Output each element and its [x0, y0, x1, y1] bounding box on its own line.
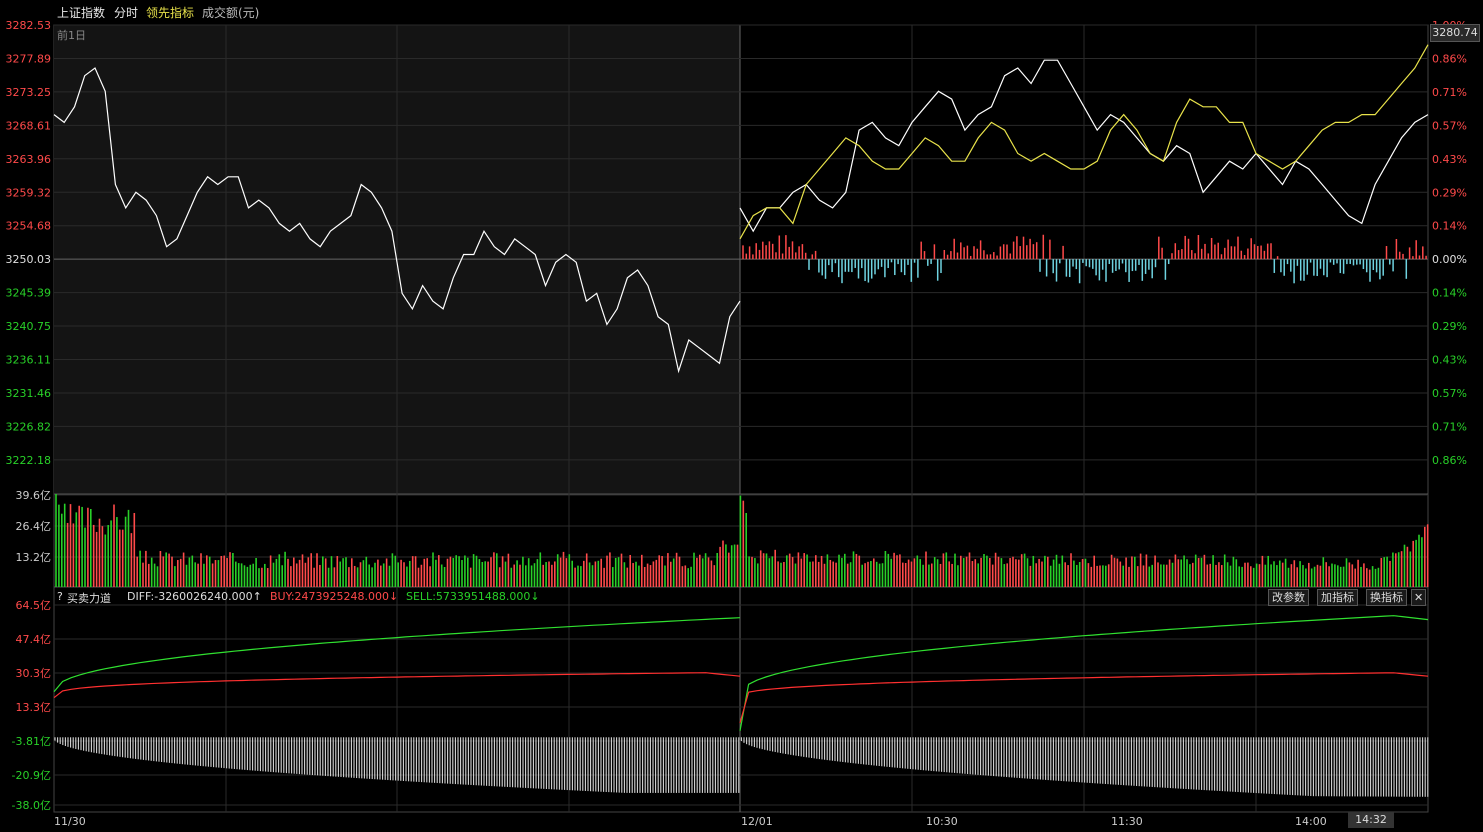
- time-tick-label: 11:30: [1111, 815, 1143, 828]
- pct-tick-label: 0.43%: [1432, 153, 1467, 166]
- series-line-prev-day: [53, 67, 741, 374]
- time-tick-label: 10:30: [926, 815, 958, 828]
- series-line-composite: [739, 59, 1429, 233]
- pct-tick-label: 0.14%: [1432, 287, 1467, 300]
- pct-tick-label: 0.29%: [1432, 320, 1467, 333]
- series-line-leading: [739, 44, 1429, 240]
- price-tick-label: 3226.82: [6, 420, 52, 433]
- indicator-diff: DIFF:-3260026240.000↑: [127, 590, 262, 603]
- pct-tick-label: 0.86%: [1432, 454, 1467, 467]
- prev-day-label: 前1日: [57, 28, 86, 42]
- indicator-tick-label: 13.3亿: [16, 701, 52, 714]
- indicator-name[interactable]: 买卖力道: [67, 592, 111, 605]
- index-name[interactable]: 上证指数: [57, 6, 106, 20]
- price-tick-label: 3250.03: [6, 253, 52, 266]
- pct-tick-label: 0.57%: [1432, 387, 1467, 400]
- price-tick-label: 3277.89: [6, 52, 52, 65]
- volume-label: 成交额(元): [202, 6, 260, 20]
- price-tick-label: 3222.18: [6, 454, 52, 467]
- price-tick-label: 3240.75: [6, 320, 52, 333]
- pct-tick-label: 0.57%: [1432, 119, 1467, 132]
- price-tick-label: 3259.32: [6, 186, 52, 199]
- sell-line-prev-day: [53, 617, 741, 693]
- chart-header: 上证指数 分时 领先指标 成交额(元): [0, 0, 1483, 22]
- pct-tick-label: 0.71%: [1432, 420, 1467, 433]
- indicator-tick-label: -3.81亿: [12, 735, 51, 748]
- add-indicator-button[interactable]: 加指标: [1317, 589, 1358, 606]
- indicator-tick-label: 30.3亿: [16, 667, 52, 680]
- pct-tick-label: 0.00%: [1432, 253, 1467, 266]
- price-tick-label: 3282.53: [6, 19, 52, 32]
- time-tick-label: 12/01: [741, 815, 773, 828]
- price-tick-label: 3254.68: [6, 220, 52, 233]
- pct-tick-label: 0.43%: [1432, 354, 1467, 367]
- time-tick-label: 14:00: [1295, 815, 1327, 828]
- leading-indicator-label[interactable]: 领先指标: [146, 6, 195, 20]
- volume-tick-label: 26.4亿: [16, 520, 52, 533]
- buy-line-prev-day: [53, 672, 741, 699]
- pct-tick-label: 0.71%: [1432, 86, 1467, 99]
- pct-tick-label: 0.14%: [1432, 220, 1467, 233]
- volume-tick-label: 39.6亿: [16, 489, 52, 502]
- sell-line-current-day: [739, 615, 1429, 732]
- indicator-tick-label: 64.5亿: [16, 599, 52, 612]
- price-tick-label: 3263.96: [6, 153, 52, 166]
- change-params-button[interactable]: 改参数: [1268, 589, 1309, 606]
- cursor-time-label: 14:32: [1348, 812, 1394, 828]
- pct-tick-label: 0.86%: [1432, 52, 1467, 65]
- indicator-tick-label: -20.9亿: [12, 769, 51, 782]
- indicator-sell: SELL:5733951488.000↓: [406, 590, 540, 603]
- indicator-buy: BUY:2473925248.000↓: [270, 590, 399, 603]
- price-tick-label: 3231.46: [6, 387, 52, 400]
- price-tick-label: 3245.39: [6, 287, 52, 300]
- indicator-help-icon[interactable]: ?: [57, 590, 63, 603]
- price-tick-label: 3268.61: [6, 119, 52, 132]
- current-price-tag: 3280.74: [1430, 24, 1480, 42]
- switch-indicator-button[interactable]: 换指标: [1366, 589, 1407, 606]
- indicator-tick-label: 47.4亿: [16, 633, 52, 646]
- volume-tick-label: 13.2亿: [16, 551, 52, 564]
- price-tick-label: 3273.25: [6, 86, 52, 99]
- price-tick-label: 3236.11: [6, 354, 52, 367]
- time-tick-label: 11/30: [54, 815, 86, 828]
- period-label[interactable]: 分时: [114, 6, 139, 20]
- pct-tick-label: 0.29%: [1432, 186, 1467, 199]
- buy-line-current-day: [739, 672, 1429, 724]
- indicator-tick-label: -38.0亿: [12, 799, 51, 812]
- close-icon[interactable]: ✕: [1411, 589, 1427, 606]
